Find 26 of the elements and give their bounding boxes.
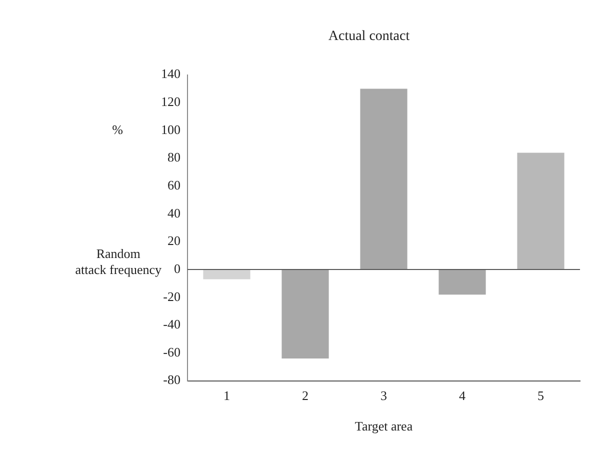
y-tick-label: -80 — [163, 372, 180, 388]
ref-line-label: Random attack frequency — [75, 246, 162, 277]
bar — [438, 270, 486, 295]
y-tick-label: 0 — [174, 260, 180, 276]
chart-title: Actual contact — [328, 29, 410, 44]
y-tick-label: -40 — [163, 316, 180, 332]
y-tick-label: 120 — [161, 94, 180, 110]
x-tick-label: 2 — [302, 388, 308, 404]
x-tick-label: 1 — [224, 388, 230, 404]
bar — [517, 152, 564, 270]
x-tick-label: 4 — [459, 388, 466, 404]
y-tick-label: -20 — [163, 288, 180, 304]
y-tick-label: 100 — [161, 122, 180, 137]
x-tick-label: 5 — [538, 388, 544, 404]
bar — [203, 270, 250, 280]
y-tick-label: 80 — [168, 150, 180, 165]
bar — [282, 270, 329, 359]
y-tick-label: 140 — [161, 66, 180, 82]
x-axis-title: Target area — [354, 418, 413, 434]
bar — [360, 88, 408, 270]
y-tick-label: 40 — [168, 205, 180, 220]
y-tick-label: 60 — [168, 177, 180, 192]
y-tick-label: 20 — [168, 233, 180, 248]
x-tick-label: 3 — [380, 388, 387, 404]
y-axis-title: % — [112, 122, 124, 137]
y-tick-label: -60 — [163, 344, 180, 360]
